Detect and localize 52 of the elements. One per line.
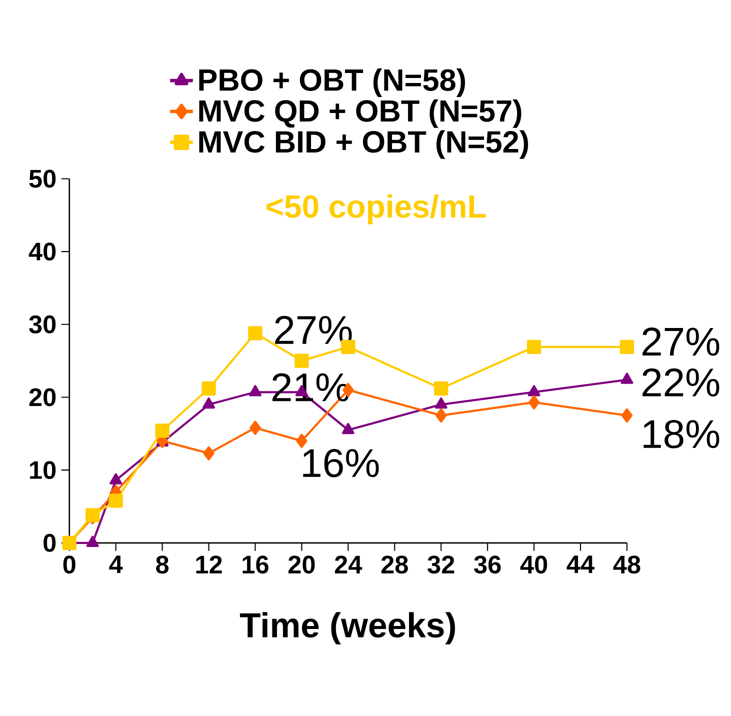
x-axis-title: Time (weeks): [240, 612, 455, 644]
y-tick-label: 0: [44, 534, 56, 552]
x-tick-label: 12: [196, 555, 222, 574]
point: [155, 424, 170, 438]
point: [248, 384, 262, 396]
point: [296, 434, 308, 448]
annotation: <50 copies/mL: [266, 194, 486, 224]
point: [294, 354, 309, 368]
point: [436, 408, 447, 422]
point: [86, 536, 99, 547]
point: [621, 408, 633, 422]
point: [620, 372, 634, 384]
legend-label: MVC BID + OBT (N=52): [199, 130, 528, 159]
point: [203, 446, 214, 460]
point: [110, 473, 122, 484]
y-tick-label: 30: [29, 315, 56, 334]
x-tick-label: 28: [381, 555, 408, 574]
point: [528, 395, 540, 410]
data-label: 18%: [644, 420, 720, 448]
point: [86, 508, 100, 522]
point: [202, 381, 216, 396]
point: [620, 340, 634, 354]
data-label: 27%: [275, 316, 352, 344]
x-tick-label: 44: [566, 555, 594, 573]
x-tick-label: 20: [288, 555, 315, 574]
y-tick-label: 40: [28, 242, 56, 260]
y-tick-label: 10: [30, 460, 56, 479]
x-tick-label: 32: [428, 555, 454, 574]
data-label: 16%: [303, 448, 379, 478]
point: [434, 381, 448, 396]
point: [528, 384, 540, 396]
x-tick-label: 40: [520, 555, 548, 574]
x-tick-label: 48: [613, 555, 640, 574]
data-label: 22%: [642, 368, 720, 396]
point: [248, 326, 262, 340]
legend-label: MVC QD + OBT (N=57): [199, 99, 522, 128]
point: [202, 397, 216, 408]
data-label: 27%: [642, 327, 720, 356]
x-tick-label: 16: [242, 555, 268, 574]
point: [250, 420, 261, 435]
point: [108, 493, 123, 508]
x-tick-label: 24: [334, 555, 362, 574]
x-tick-label: 4: [109, 555, 123, 573]
x-tick-label: 36: [474, 555, 501, 574]
point: [526, 340, 542, 354]
y-tick-label: 50: [29, 170, 56, 188]
legend-label: PBO + OBT (N=58): [199, 68, 466, 97]
x-tick-label: 0: [63, 555, 76, 574]
point: [434, 397, 448, 408]
point: [342, 422, 354, 434]
x-tick-label: 8: [156, 555, 169, 574]
y-tick-label: 20: [29, 388, 56, 406]
